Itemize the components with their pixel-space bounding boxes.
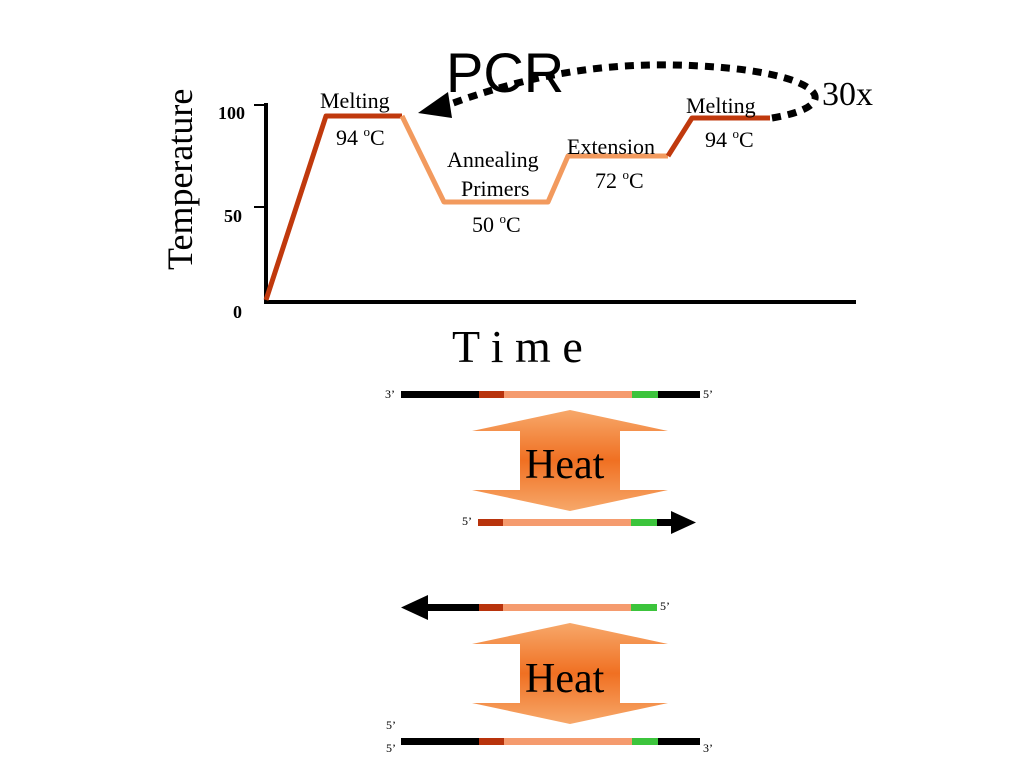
pcr-title: PCR	[446, 41, 564, 104]
strand-4-right-end: 3’	[703, 741, 713, 755]
strand-3-arrowhead-icon	[401, 595, 428, 620]
dna-strand-1	[401, 391, 700, 398]
heat-label-1: Heat	[525, 442, 605, 488]
annealing-temp: 50 oC	[472, 211, 521, 237]
extension-label: Extension	[567, 134, 655, 159]
ramp-to-melting	[263, 113, 402, 301]
x-axis-label: T i m e	[452, 321, 583, 372]
melting-temp: 94 oC	[336, 124, 385, 150]
melting-2-temp: 94 oC	[705, 126, 754, 152]
heat-label-2: Heat	[525, 656, 605, 702]
primers-label: Primers	[461, 176, 529, 201]
y-tick-label-0: 0	[233, 302, 242, 322]
strand-1-right-end: 5’	[703, 387, 713, 401]
strand-4-left-end-top: 5’	[386, 718, 396, 732]
ramp-to-melting-2	[665, 115, 770, 158]
ramp-to-annealing	[399, 114, 668, 205]
heat-arrow-2	[472, 623, 668, 724]
strand-2-arrowhead-icon	[671, 511, 696, 534]
y-axis-label: Temperature	[160, 89, 200, 270]
annealing-label: Annealing	[447, 147, 539, 172]
cycles-label: 30x	[822, 76, 873, 113]
melting-2-label: Melting	[686, 93, 756, 118]
cycle-arrowhead-icon	[418, 92, 452, 118]
strand-2-left-end: 5’	[462, 514, 472, 528]
y-tick-label-50: 50	[224, 206, 242, 226]
cycle-loop-arrow	[443, 61, 819, 122]
dna-strand-3	[401, 595, 657, 620]
strand-4-left-end-bottom: 5’	[386, 741, 396, 755]
dna-strand-4	[401, 738, 700, 745]
heat-arrow-1	[472, 410, 668, 511]
strand-1-left-end: 3’	[385, 387, 395, 401]
y-tick-label-100: 100	[218, 103, 245, 123]
extension-temp: 72 oC	[595, 167, 644, 193]
melting-label: Melting	[320, 88, 390, 113]
dna-strand-2	[478, 511, 696, 534]
strand-3-right-end: 5’	[660, 599, 670, 613]
